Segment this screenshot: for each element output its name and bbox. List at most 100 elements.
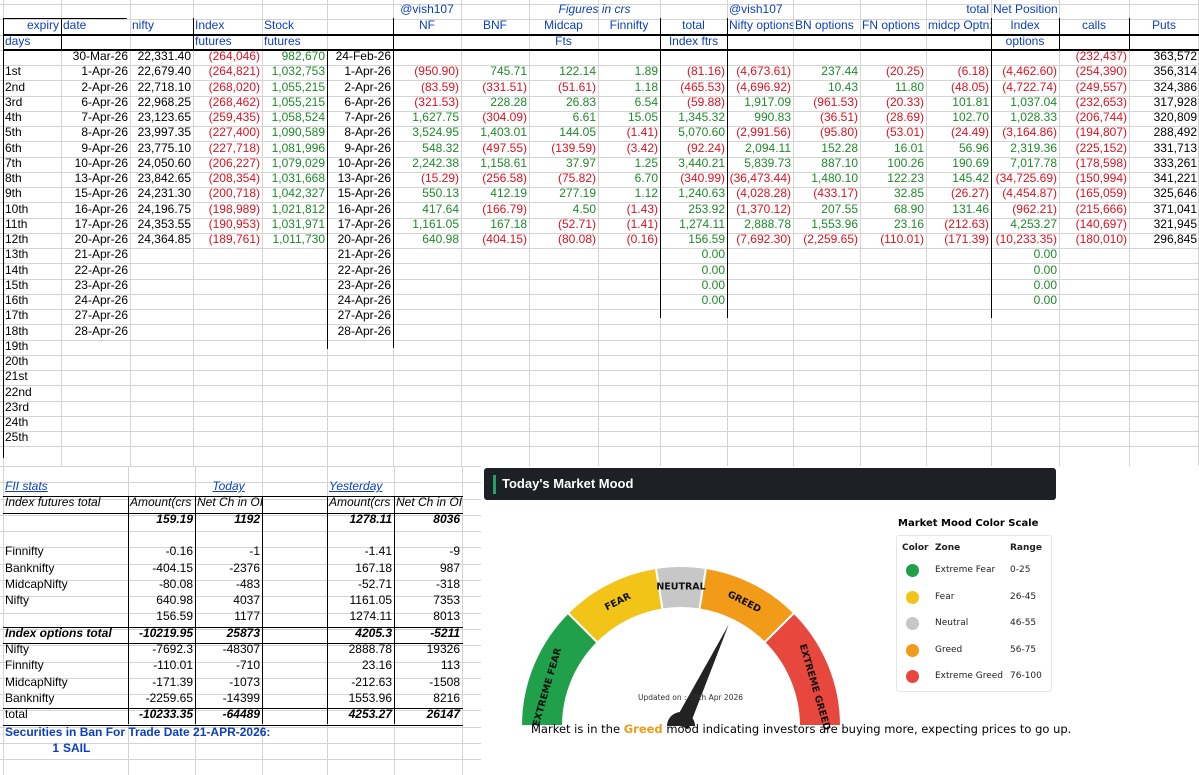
cell-nf[interactable]: (321.53) xyxy=(414,95,459,109)
header-stock[interactable]: Stock xyxy=(264,19,295,32)
cell-calls[interactable]: (232,653) xyxy=(1075,95,1127,109)
base-date2[interactable]: 24-Feb-26 xyxy=(335,50,391,63)
cell-mdopt[interactable]: (212.63) xyxy=(944,217,989,231)
cell-nf[interactable]: 640.98 xyxy=(422,233,459,246)
header-bn_opts[interactable]: BN options xyxy=(795,19,854,32)
cell-mid[interactable]: (51.61) xyxy=(557,80,596,94)
cell-puts[interactable]: 320,809 xyxy=(1153,111,1197,124)
cell-mdopt[interactable]: 131.46 xyxy=(952,202,989,216)
yesterday-net-oi[interactable]: 8013 xyxy=(433,610,460,624)
cell-day[interactable]: 13th xyxy=(5,248,29,262)
today-net-oi[interactable]: -14399 xyxy=(222,691,260,705)
cell-date[interactable]: 7-Apr-26 xyxy=(81,111,128,124)
cell-tot[interactable]: (81.16) xyxy=(686,65,725,79)
today-net-oi[interactable]: 25873 xyxy=(226,626,260,640)
cell-bnf[interactable]: (166.79) xyxy=(482,202,527,216)
cell-mid[interactable]: 277.19 xyxy=(559,187,596,201)
header-nifty[interactable]: nifty xyxy=(132,19,155,32)
today-amount[interactable]: 156.59 xyxy=(156,610,193,624)
cell-fnopt[interactable]: (20.33) xyxy=(885,95,924,109)
fii-row-label[interactable]: Nifty xyxy=(5,594,29,608)
cell-day[interactable]: 24th xyxy=(5,416,29,429)
cell-fnopt[interactable]: 100.26 xyxy=(887,156,924,170)
cell-mdopt[interactable]: 102.70 xyxy=(952,111,989,124)
cell-mid[interactable]: (52.71) xyxy=(557,217,596,231)
cell-calls[interactable]: (140,697) xyxy=(1075,217,1127,231)
cell-mdopt[interactable]: (171.39) xyxy=(944,233,989,246)
cell-date[interactable]: 21-Apr-26 xyxy=(74,248,128,262)
header-midcap[interactable]: Midcap xyxy=(544,19,583,32)
cell-stk[interactable]: 1,031,971 xyxy=(271,217,325,231)
cell-fnopt[interactable]: 11.80 xyxy=(894,80,924,94)
cell-date2[interactable]: 17-Apr-26 xyxy=(337,217,391,231)
cell-idxopt[interactable]: (34,725.69) xyxy=(995,172,1057,185)
cell-puts[interactable]: 333,261 xyxy=(1153,156,1197,170)
cell-bnf[interactable]: (256.58) xyxy=(482,172,527,185)
cell-date2[interactable]: 22-Apr-26 xyxy=(337,263,391,277)
cell-fin[interactable]: 1.89 xyxy=(634,65,658,79)
cell-day[interactable]: 1st xyxy=(5,65,22,79)
cell-date[interactable]: 8-Apr-26 xyxy=(81,126,128,140)
ban-index[interactable]: 1 xyxy=(52,741,59,755)
cell-fin[interactable]: (1.41) xyxy=(626,126,658,140)
header-nifty_opts[interactable]: Nifty options xyxy=(729,19,793,32)
today-amount[interactable]: -10219.95 xyxy=(138,626,193,640)
today-net-oi[interactable]: -64489 xyxy=(222,708,260,722)
handle-nf[interactable]: @vish107 xyxy=(400,3,454,16)
cell-date2[interactable]: 16-Apr-26 xyxy=(337,202,391,216)
cell-idx[interactable]: (208,354) xyxy=(208,172,260,185)
cell-idx[interactable]: (227,718) xyxy=(208,141,260,155)
cell-mdopt[interactable]: (26.27) xyxy=(950,187,989,201)
cell-nopt[interactable]: (2,991.56) xyxy=(736,126,791,140)
cell-idxopt[interactable]: (4,454.87) xyxy=(1002,187,1057,201)
cell-calls[interactable]: (215,666) xyxy=(1075,202,1127,216)
cell-fnopt[interactable]: 23.16 xyxy=(893,217,924,231)
cell-nopt[interactable]: 5,839.73 xyxy=(744,156,791,170)
yesterday-net-oi[interactable]: -318 xyxy=(435,577,460,591)
cell-day[interactable]: 11th xyxy=(5,217,28,231)
base-index-futures[interactable]: (264,046) xyxy=(208,50,260,63)
today-net-oi[interactable]: -1 xyxy=(249,545,260,559)
cell-fin[interactable]: (1.43) xyxy=(626,202,658,216)
yesterday-net-oi[interactable]: -1508 xyxy=(429,675,460,689)
cell-stk[interactable]: 1,032,753 xyxy=(271,65,325,79)
cell-fnopt[interactable]: (110.01) xyxy=(880,233,924,246)
cell-fin[interactable]: 1.25 xyxy=(634,156,658,170)
cell-puts[interactable]: 331,713 xyxy=(1153,141,1197,155)
fii-row-label[interactable]: Banknifty xyxy=(5,561,55,575)
cell-date[interactable]: 16-Apr-26 xyxy=(74,202,128,216)
cell-mdopt[interactable]: (24.49) xyxy=(950,126,989,140)
today-amount[interactable]: -110.01 xyxy=(153,659,193,673)
cell-puts[interactable]: 371,041 xyxy=(1153,202,1197,216)
cell-idx[interactable]: (268,462) xyxy=(208,95,260,109)
fii-row-label[interactable]: Finnifty xyxy=(5,659,44,673)
cell-mid[interactable]: (75.82) xyxy=(557,172,596,185)
cell-tot[interactable]: (340.99) xyxy=(680,172,725,185)
cell-tot[interactable]: 156.59 xyxy=(688,233,725,246)
cell-mid[interactable]: 4.50 xyxy=(572,202,596,216)
today-net-oi[interactable]: 1192 xyxy=(234,512,260,526)
cell-date2[interactable]: 9-Apr-26 xyxy=(344,141,391,155)
cell-puts[interactable]: 356,314 xyxy=(1153,65,1197,79)
cell-day[interactable]: 12th xyxy=(5,233,29,246)
cell-puts[interactable]: 325,646 xyxy=(1153,187,1197,201)
cell-puts[interactable]: 321,945 xyxy=(1153,217,1197,231)
cell-bnf[interactable]: (304.09) xyxy=(482,111,527,124)
cell-nopt[interactable]: (1,370.12) xyxy=(736,202,791,216)
cell-tot[interactable]: 1,345.32 xyxy=(678,111,725,124)
cell-nf[interactable]: 1,161.05 xyxy=(412,217,459,231)
cell-day[interactable]: 23rd xyxy=(5,400,30,414)
header-stock-futures[interactable]: futures xyxy=(264,35,301,48)
yesterday-net-header[interactable]: Net Ch in OI xyxy=(396,496,462,510)
yesterday-amount[interactable]: 23.16 xyxy=(361,659,392,673)
cell-mdopt[interactable]: (6.18) xyxy=(957,65,989,79)
yesterday-net-oi[interactable]: -5211 xyxy=(430,626,460,640)
header-total[interactable]: total xyxy=(682,19,705,32)
header-index-futures[interactable]: futures xyxy=(195,35,232,48)
fii-stats-title[interactable]: FII stats xyxy=(5,480,48,493)
cell-bnf[interactable]: (497.55) xyxy=(482,141,527,155)
cell-tot[interactable]: (59.88) xyxy=(686,95,725,109)
cell-stk[interactable]: 1,042,327 xyxy=(271,187,325,201)
cell-mid[interactable]: 37.97 xyxy=(565,156,596,170)
